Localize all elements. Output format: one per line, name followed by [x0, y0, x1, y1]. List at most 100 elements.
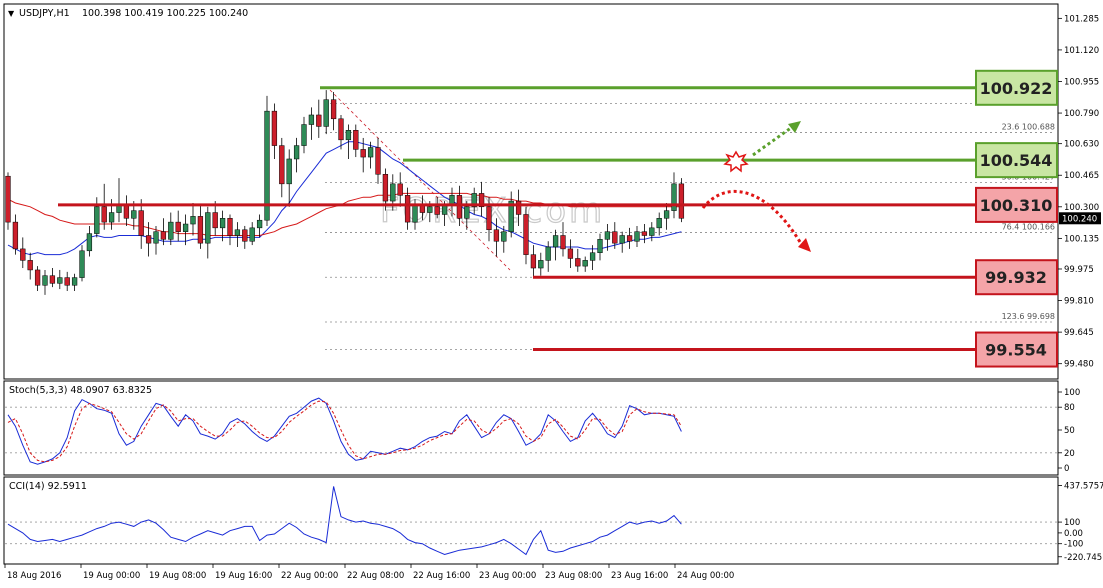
stoch-main-line: [7, 397, 682, 465]
stoch-signal-line: [7, 400, 682, 463]
bear-candle: [279, 145, 285, 185]
bull-candle: [597, 239, 603, 253]
bear-candle: [49, 275, 56, 284]
bull-candle: [464, 206, 470, 219]
level-box-100.310[interactable]: [975, 186, 1058, 223]
bear-candle: [316, 114, 322, 127]
time-axis-label: 22 Aug 08:00: [347, 571, 404, 581]
stoch-axis-label: 100: [1064, 388, 1080, 398]
bull-candle: [42, 275, 48, 286]
bull-candle: [323, 99, 329, 127]
bull-candle: [649, 227, 655, 236]
bull-candle: [308, 114, 315, 125]
cci-panel[interactable]: [3, 476, 1059, 565]
bull-candle: [293, 145, 300, 160]
symbol-menu-icon[interactable]: ▼: [8, 9, 15, 18]
level-label-99.932: 99.932: [985, 268, 1047, 287]
stoch-title: Stoch(5,3,3) 48.0907 63.8325: [9, 385, 152, 396]
bull-candle: [108, 212, 115, 223]
bear-candle: [64, 277, 70, 286]
price-panel[interactable]: [3, 3, 1059, 380]
ohlc-readout: 100.398 100.419 100.225 100.240: [82, 8, 248, 19]
bear-candle: [20, 248, 26, 261]
bear-candle: [375, 147, 381, 175]
bull-candle: [219, 218, 226, 229]
time-axis-label: 24 Aug 00:00: [677, 571, 734, 581]
bull-candle: [256, 219, 263, 229]
level-box-99.554[interactable]: [975, 331, 1058, 368]
price-axis-label: 100.955: [1064, 77, 1099, 87]
level-box-100.922[interactable]: [975, 69, 1058, 106]
bull-candle: [301, 124, 307, 146]
bull-candle: [190, 216, 196, 225]
cci-axis-label: 437.5757: [1064, 482, 1103, 492]
bear-candle: [271, 110, 278, 146]
bull-candle: [367, 147, 374, 158]
slow-moving-average-line: [7, 192, 682, 236]
time-axis-label: 19 Aug 08:00: [149, 571, 206, 581]
level-label-99.554: 99.554: [985, 341, 1047, 360]
bear-candle: [434, 206, 440, 215]
fib-level-label: 123.6 99.698: [1002, 312, 1055, 321]
bull-candle: [471, 193, 477, 208]
bear-candle: [123, 204, 130, 219]
bull-candle: [94, 206, 100, 234]
level-box-100.544[interactable]: [975, 142, 1058, 179]
bear-candle: [338, 118, 344, 141]
fast-moving-average-line: [7, 141, 682, 256]
bear-candle: [212, 212, 218, 229]
bear-candle: [567, 248, 574, 259]
bull-candle: [604, 231, 611, 240]
bear-candle: [160, 231, 167, 240]
time-axis-label: 23 Aug 00:00: [479, 571, 536, 581]
bull-candle: [79, 250, 85, 278]
stoch-axis-label: 0: [1064, 464, 1069, 474]
cci-line: [7, 486, 682, 556]
bear-candle: [227, 218, 233, 236]
bullish-arrow-icon: [752, 123, 796, 157]
bull-candle: [205, 212, 211, 244]
level-label-100.544: 100.544: [980, 151, 1053, 170]
bear-candle: [560, 235, 566, 250]
time-axis-label: 23 Aug 16:00: [611, 571, 668, 581]
last-price-marker: [1059, 212, 1101, 225]
bear-candle: [493, 229, 500, 242]
time-axis-label: 18 Aug 2016: [7, 571, 61, 581]
bull-candle: [545, 246, 551, 261]
bull-candle: [249, 227, 255, 242]
breakout-star-icon: [723, 150, 749, 173]
bear-candle: [612, 231, 618, 244]
level-label-100.310: 100.310: [980, 196, 1053, 215]
bull-candle: [656, 218, 662, 229]
time-axis-label: 19 Aug 00:00: [83, 571, 140, 581]
bear-candle: [34, 269, 41, 286]
time-axis-label: 19 Aug 16:00: [215, 571, 272, 581]
price-axis-label: 101.285: [1064, 14, 1099, 24]
bull-candle: [153, 231, 159, 244]
last-price-label: 100.240: [1062, 214, 1097, 224]
bear-candle: [641, 231, 648, 236]
price-axis-label: 100.135: [1064, 234, 1099, 244]
bearish-arrow-icon: [701, 190, 802, 243]
stoch-axis-label: 20: [1064, 449, 1075, 459]
cci-axis-label: 100: [1064, 518, 1080, 528]
symbol-label: USDJPY,H1: [19, 8, 70, 19]
bull-candle: [427, 206, 433, 213]
bear-candle: [478, 193, 485, 208]
bull-candle: [589, 252, 596, 261]
bear-candle: [27, 260, 33, 271]
bear-candle: [486, 206, 492, 231]
price-axis-label: 100.790: [1064, 109, 1099, 119]
time-axis-label: 22 Aug 00:00: [281, 571, 338, 581]
bull-candle: [671, 183, 677, 211]
bear-candle: [101, 206, 107, 223]
level-box-99.932[interactable]: [975, 259, 1058, 296]
bull-candle: [182, 223, 189, 232]
stochastic-panel[interactable]: [3, 380, 1059, 476]
bull-candle: [57, 277, 63, 284]
price-axis-label: 100.300: [1064, 203, 1099, 213]
bear-candle: [12, 221, 19, 250]
bear-candle: [523, 214, 529, 255]
